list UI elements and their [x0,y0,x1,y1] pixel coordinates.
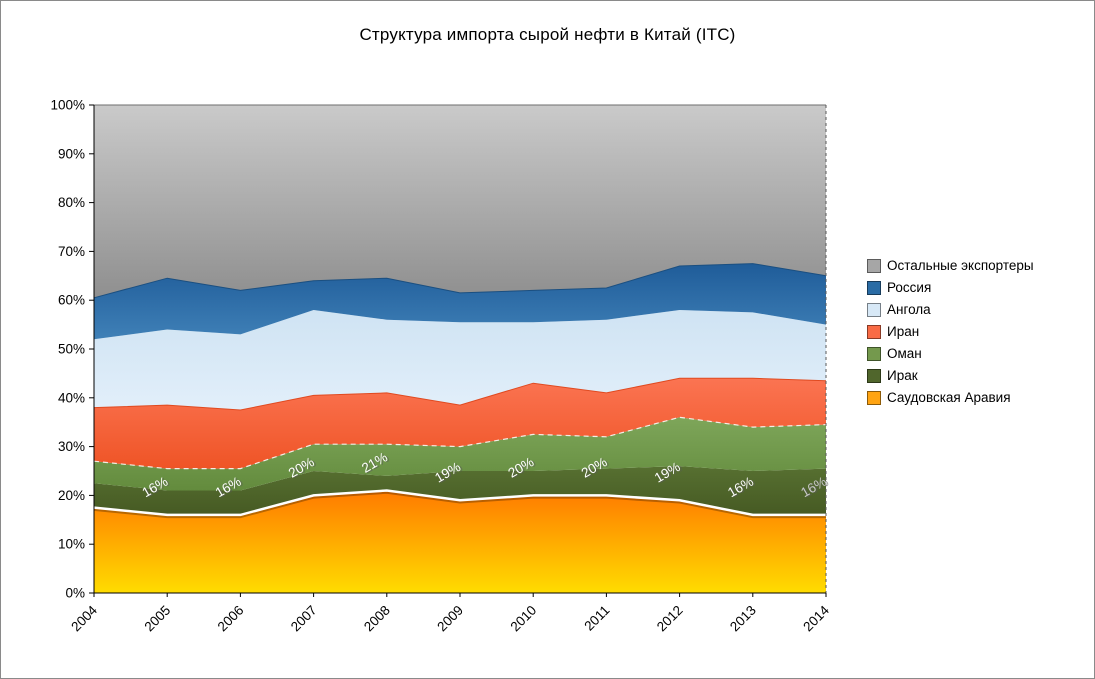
x-tick-label: 2013 [727,603,759,635]
topline-oman [93,416,827,470]
x-axis: 2004 2005 2006 2007 2008 2009 2010 2011 2012 2013… [68,592,832,635]
y-axis: 0% 10% 20% 30% 40% 50% 60% 70% 80% 90% 100% [50,98,95,601]
legend-label: Ангола [887,302,931,317]
y-tick-label: 20% [58,488,85,503]
legend-label: Оман [887,346,922,361]
legend-swatch-oman [867,347,881,361]
legend-item-iran: Иран [867,323,1034,341]
x-tick-label: 2004 [68,602,100,634]
y-tick-label: 60% [58,293,85,308]
legend-item-oman: Оман [867,345,1034,363]
y-tick-label: 80% [58,195,85,210]
y-tick-label: 50% [58,342,85,357]
area-saudi-arabia [94,490,826,593]
boundary-lines [93,104,827,519]
topline-shadow-saudi-arabia [93,491,826,519]
legend-swatch-saudi-arabia [867,391,881,405]
legend-swatch-iran [867,325,881,339]
chart-legend: Остальные экспортеры Россия Ангола Иран Оман… [867,257,1034,407]
legend-swatch-angola [867,303,881,317]
y-tick-label: 90% [58,146,85,161]
y-tick-label: 70% [58,244,85,259]
legend-item-others: Остальные экспортеры [867,257,1034,275]
area-iraq [94,466,826,515]
area-iran [94,378,826,469]
y-tick-label: 10% [58,537,85,552]
x-tick-label: 2014 [800,602,832,634]
chart-title: Структура импорта сырой нефти в Китай (I… [359,25,736,44]
x-tick-label: 2009 [434,603,466,635]
legend-label: Иран [887,324,920,339]
area-russia [94,263,826,340]
legend-swatch-others [867,259,881,273]
legend-item-angola: Ангола [867,301,1034,319]
topline-iran [93,377,827,411]
y-tick-label: 100% [50,98,85,113]
x-tick-label: 2006 [215,603,247,635]
y-tick-label: 0% [65,586,85,601]
area-others [94,105,826,298]
x-tick-label: 2012 [654,603,686,635]
legend-label: Ирак [887,368,918,383]
x-tick-label: 2005 [141,603,173,635]
legend-label: Саудовская Аравия [887,390,1011,405]
legend-item-russia: Россия [867,279,1034,297]
y-tick-label: 30% [58,439,85,454]
x-tick-label: 2008 [361,603,393,635]
legend-swatch-iraq [867,369,881,383]
y-tick-label: 40% [58,390,85,405]
topline-russia [93,263,827,299]
legend-item-iraq: Ирак [867,367,1034,385]
legend-swatch-russia [867,281,881,295]
area-angola [94,310,826,410]
x-tick-label: 2007 [288,603,320,635]
x-tick-label: 2011 [581,603,612,634]
x-tick-label: 2010 [507,603,539,635]
legend-label: Остальные экспортеры [887,258,1034,273]
legend-item-saudi-arabia: Саудовская Аравия [867,389,1034,407]
topline-saudi-arabia [93,489,826,517]
area-oman [94,417,826,491]
legend-label: Россия [887,280,932,295]
areas [94,105,826,593]
